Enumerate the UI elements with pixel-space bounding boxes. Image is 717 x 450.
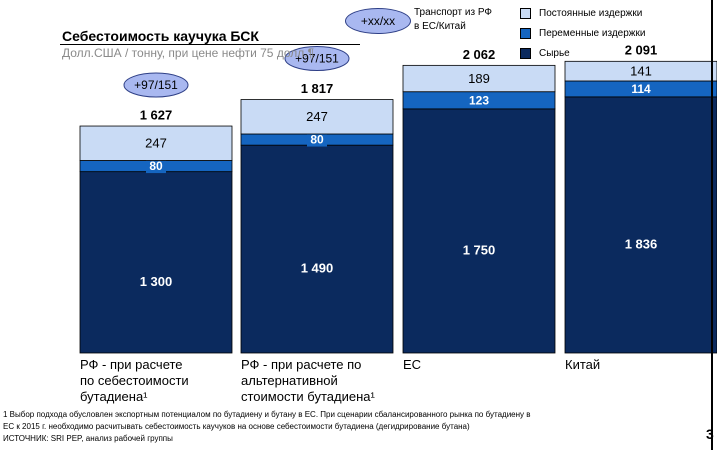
data-label-fixed-costs: 247 [145, 136, 167, 151]
bar-segment-raw-materials [564, 96, 717, 354]
category-label-rf-alt: РФ - при расчете по альтернативной стоим… [241, 357, 375, 405]
corner-mark: 3 [706, 426, 714, 442]
total-label: 1 817 [301, 81, 334, 96]
source-line: ИСТОЧНИК: SRI PEP, анализ рабочей группы [3, 434, 173, 443]
data-label-fixed-costs: 247 [306, 109, 328, 124]
transport-badge-label: +97/151 [134, 78, 178, 92]
data-label-raw-materials: 1 836 [625, 236, 658, 251]
category-label-china: Китай [565, 357, 600, 373]
transport-note: Транспорт из РФ в ЕС/Китай [414, 6, 492, 34]
category-label-line: стоимости бутадиена¹ [241, 389, 375, 404]
transport-badge-label: +97/151 [295, 52, 339, 66]
legend: Постоянные издержки Переменные издержки … [520, 3, 645, 63]
legend-item-variable: Переменные издержки [520, 23, 645, 43]
category-label-line: РФ - при расчете по [241, 357, 362, 372]
total-label: 2 091 [625, 43, 658, 58]
category-label-line: бутадиена¹ [80, 389, 148, 404]
legend-label-raw: Сырье [539, 47, 570, 59]
transport-badge [123, 72, 189, 98]
total-label: 1 627 [140, 107, 173, 122]
legend-swatch-fixed [520, 7, 531, 19]
data-label-bg [465, 93, 493, 108]
total-label: 2 062 [463, 47, 496, 62]
chart-title: Себестоимость каучука БСК [62, 28, 259, 44]
transport-badge [284, 46, 350, 72]
bar-segment-raw-materials [240, 144, 394, 354]
legend-item-fixed: Постоянные издержки [520, 3, 645, 23]
data-label-variable-costs: 123 [469, 93, 489, 107]
data-label-variable-costs: 80 [149, 159, 163, 173]
legend-label-variable: Переменные издержки [539, 27, 646, 39]
footnote-line2: ЕС к 2015 г. необходимо расчитывать себе… [3, 422, 470, 431]
legend-swatch-raw [520, 47, 531, 59]
bar-segment-raw-materials [79, 171, 233, 354]
bar-segment-fixed-costs [402, 64, 556, 93]
category-label-line: альтернативной [241, 373, 338, 388]
data-label-bg [146, 159, 166, 174]
legend-label-fixed: Постоянные издержки [539, 7, 643, 19]
chart-subtitle: Долл.США / тонну, при цене нефти 75 долл… [62, 46, 315, 60]
right-border [711, 0, 713, 450]
category-label-rf-cost: РФ - при расчете по себестоимости бутади… [80, 357, 189, 405]
transport-badge-legend: +xx/xx [345, 8, 411, 34]
bar-segment-raw-materials [402, 108, 556, 354]
data-label-fixed-costs: 141 [630, 64, 652, 79]
legend-item-raw: Сырье [520, 43, 645, 63]
bar-segment-fixed-costs [240, 99, 394, 135]
data-label-raw-materials: 1 490 [301, 261, 334, 276]
data-label-raw-materials: 1 300 [140, 274, 173, 289]
category-label-line: по себестоимости [80, 373, 189, 388]
title-underline [60, 44, 360, 45]
legend-swatch-variable [520, 27, 531, 39]
data-label-raw-materials: 1 750 [463, 242, 496, 257]
footnote: 1 Выбор подхода обусловлен экспортным по… [3, 409, 703, 445]
category-label-eu: ЕС [403, 357, 421, 373]
category-label-line: ЕС [403, 357, 422, 372]
bar-segment-fixed-costs [564, 60, 717, 82]
data-label-bg [307, 132, 327, 147]
footnote-line1: 1 Выбор подхода обусловлен экспортным по… [3, 410, 531, 419]
transport-note-line2: в ЕС/Китай [414, 21, 466, 32]
data-label-fixed-costs: 189 [468, 71, 490, 86]
category-label-line: РФ - при расчете [80, 357, 183, 372]
data-label-variable-costs: 114 [631, 82, 651, 96]
transport-note-line1: Транспорт из РФ [414, 7, 492, 18]
bar-segment-fixed-costs [79, 125, 233, 161]
data-label-variable-costs: 80 [310, 133, 324, 147]
category-label-line: Китай [565, 357, 601, 372]
data-label-bg [627, 81, 655, 96]
